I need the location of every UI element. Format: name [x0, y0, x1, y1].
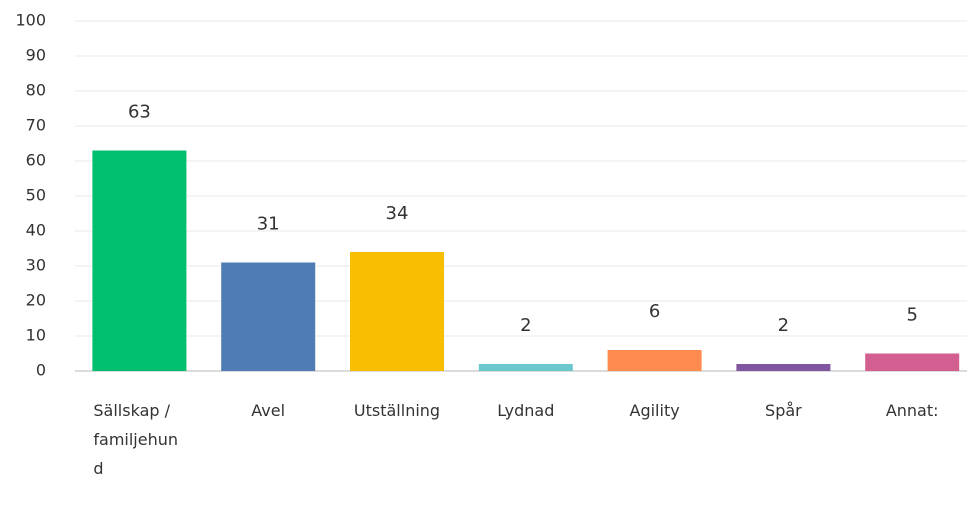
x-tick-label: Agility — [629, 401, 680, 420]
x-tick-label: Utställning — [353, 401, 441, 420]
x-tick-label: Avel — [251, 401, 286, 420]
y-tick-label: 10 — [26, 326, 46, 345]
y-tick-label: 0 — [36, 361, 46, 380]
y-tick-label: 40 — [26, 221, 46, 240]
data-label: 2 — [778, 315, 789, 336]
bar — [478, 364, 573, 371]
x-tick-label-box: Spår — [733, 396, 833, 425]
data-label: 63 — [128, 102, 151, 123]
bar — [865, 353, 960, 371]
x-tick-label-box: Agility — [605, 396, 705, 425]
data-label: 34 — [386, 203, 409, 224]
x-tick-label-box: Annat: — [862, 396, 962, 425]
y-tick-label: 50 — [26, 186, 46, 205]
bar — [92, 150, 187, 371]
data-label: 6 — [649, 301, 660, 322]
y-tick-label: 90 — [26, 46, 46, 65]
y-tick-label: 60 — [26, 151, 46, 170]
y-tick-label: 80 — [26, 81, 46, 100]
x-tick-label: Lydnad — [497, 401, 555, 420]
bar — [221, 262, 316, 371]
data-label: 31 — [257, 214, 280, 235]
y-tick-label: 100 — [15, 11, 46, 30]
x-tick-label: Sällskap / familjehund — [93, 401, 179, 478]
data-label: 5 — [906, 305, 917, 326]
data-label: 2 — [520, 315, 531, 336]
bar — [736, 364, 831, 371]
x-tick-label: Spår — [765, 401, 802, 420]
bar — [607, 350, 702, 371]
x-tick-label-box: Lydnad — [476, 396, 576, 425]
x-tick-label-box: Utställning — [347, 396, 447, 425]
x-tick-label-box: Sällskap / familjehund — [89, 396, 189, 483]
x-tick-label: Annat: — [885, 401, 939, 420]
bar — [350, 252, 444, 371]
x-tick-label-box: Avel — [218, 396, 318, 425]
y-tick-label: 70 — [26, 116, 46, 135]
y-tick-label: 30 — [26, 256, 46, 275]
y-tick-label: 20 — [26, 291, 46, 310]
